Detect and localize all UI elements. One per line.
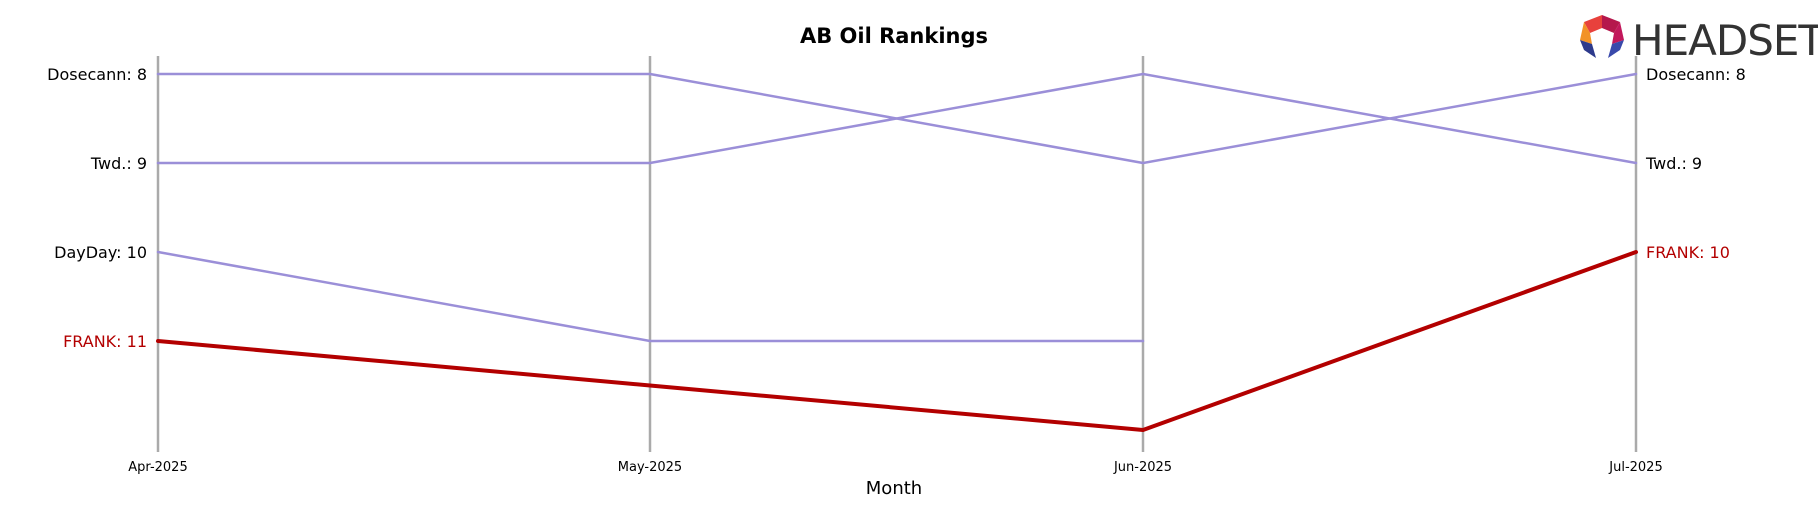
- right-rank-label: Dosecann: 8: [1646, 65, 1746, 84]
- left-rank-labels: Dosecann: 8 Twd.: 9 DayDay: 10 FRANK: 11: [47, 65, 147, 351]
- headset-logo-text: HEADSET: [1632, 16, 1818, 65]
- x-tick-label: May-2025: [618, 460, 682, 475]
- right-rank-labels: Dosecann: 8 Twd.: 9 FRANK: 10: [1645, 65, 1746, 262]
- x-tick-labels: Apr-2025 May-2025 Jun-2025 Jul-2025: [128, 460, 1662, 475]
- left-rank-label: FRANK: 11: [63, 332, 147, 351]
- month-axis-lines: [156, 56, 1638, 452]
- series-line-twd: [156, 72, 1638, 165]
- x-tick-label: Jun-2025: [1113, 460, 1172, 475]
- left-rank-label: Twd.: 9: [90, 154, 147, 173]
- headset-logo-icon: [1580, 15, 1624, 58]
- right-rank-label: Twd.: 9: [1645, 154, 1702, 173]
- right-rank-label: FRANK: 10: [1646, 243, 1730, 262]
- x-tick-label: Apr-2025: [128, 460, 187, 475]
- headset-logo: HEADSET: [1580, 15, 1818, 65]
- series-line-dayday: [156, 250, 1145, 343]
- left-rank-label: DayDay: 10: [54, 243, 147, 262]
- series-line-frank: [156, 250, 1638, 432]
- x-axis-title: Month: [866, 478, 922, 499]
- chart-title: AB Oil Rankings: [800, 24, 988, 48]
- left-rank-label: Dosecann: 8: [47, 65, 147, 84]
- series-lines: [156, 72, 1638, 432]
- x-tick-label: Jul-2025: [1608, 460, 1662, 475]
